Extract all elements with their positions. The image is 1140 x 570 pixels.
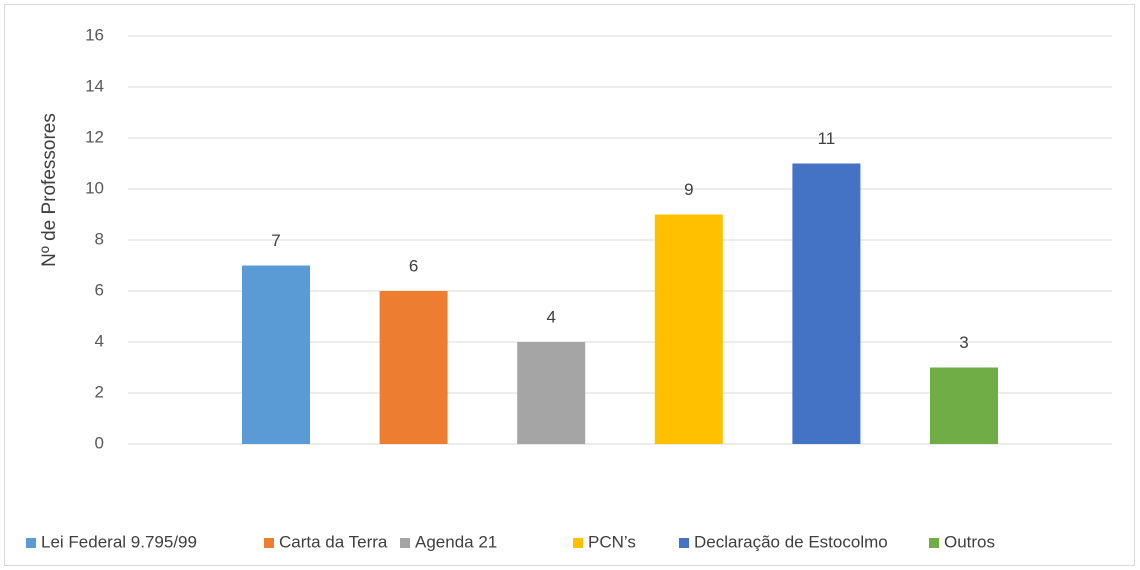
- legend-swatch: [679, 538, 689, 548]
- legend-swatch: [264, 538, 274, 548]
- legend-label: Outros: [944, 532, 995, 551]
- y-tick-label: 14: [85, 76, 104, 95]
- data-label: 9: [684, 180, 693, 199]
- legend-label: Carta da Terra: [279, 532, 388, 551]
- data-label: 4: [546, 307, 555, 326]
- legend-swatch: [929, 538, 939, 548]
- chart-border: [4, 4, 1135, 566]
- bar: [930, 367, 998, 444]
- y-tick-label: 2: [95, 382, 104, 401]
- bar: [654, 214, 723, 444]
- y-tick-label: 6: [95, 280, 104, 299]
- bar: [792, 163, 861, 444]
- y-axis-label: Nº de Professores: [39, 113, 60, 267]
- legend-label: Lei Federal 9.795/99: [41, 532, 197, 551]
- y-tick-label: 10: [85, 178, 104, 197]
- data-label: 3: [959, 333, 968, 352]
- y-tick-label: 16: [85, 25, 104, 44]
- y-tick-label: 8: [95, 229, 104, 248]
- bar: [242, 265, 310, 444]
- y-tick-label: 12: [85, 127, 104, 146]
- legend-swatch: [26, 538, 36, 548]
- legend-label: PCN’s: [588, 532, 636, 551]
- data-label: 7: [271, 231, 280, 250]
- legend-label: Agenda 21: [415, 532, 497, 551]
- legend-swatch: [573, 538, 583, 548]
- bar: [517, 342, 586, 444]
- y-tick-label: 4: [95, 331, 104, 350]
- legend-swatch: [400, 538, 410, 548]
- data-label: 6: [409, 256, 418, 275]
- data-label: 11: [818, 129, 836, 148]
- y-tick-label: 0: [95, 433, 104, 452]
- legend-label: Declaração de Estocolmo: [694, 532, 888, 551]
- bar: [379, 291, 448, 444]
